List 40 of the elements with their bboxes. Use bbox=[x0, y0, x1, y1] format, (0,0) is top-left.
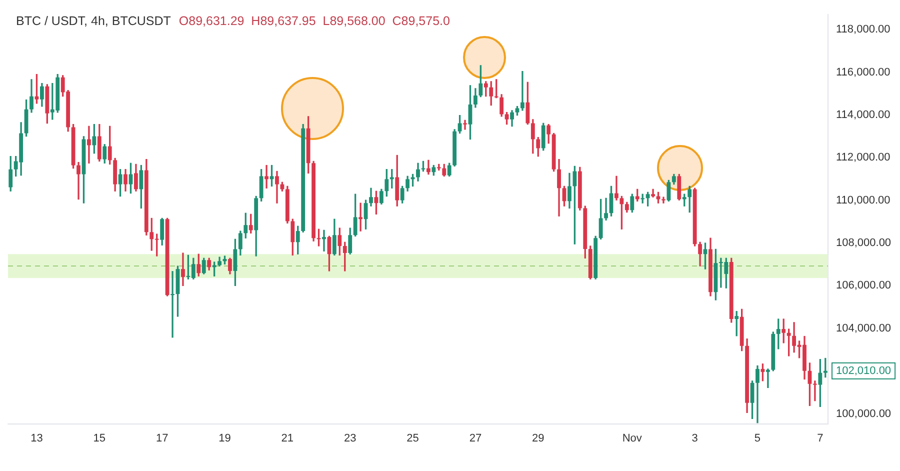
x-tick-label: 3 bbox=[692, 432, 698, 444]
candlestick bbox=[86, 126, 91, 164]
y-tick-label: 118,000.00 bbox=[836, 24, 890, 36]
y-tick-label: 104,000.00 bbox=[836, 322, 892, 334]
y-tick-label: 114,000.00 bbox=[836, 108, 890, 121]
candlestick bbox=[181, 252, 185, 286]
candlestick bbox=[76, 162, 80, 200]
candlestick bbox=[614, 176, 618, 200]
candlestick bbox=[520, 71, 524, 111]
y-tick-label: 106,000.00 bbox=[836, 280, 892, 292]
candlestick bbox=[662, 196, 666, 204]
text: 102,010.00 bbox=[836, 364, 892, 377]
x-tick-label: 7 bbox=[817, 432, 824, 444]
x-tick-label: 5 bbox=[754, 432, 761, 444]
x-tick-label: 27 bbox=[469, 432, 482, 444]
candlestick bbox=[756, 365, 760, 424]
y-tick-label: 100,000.00 bbox=[836, 408, 892, 420]
y-tick-label: 112,000.00 bbox=[836, 152, 890, 164]
candlestick bbox=[463, 120, 467, 130]
chart-title: BTC / USDT, 4h, BTCUSDT bbox=[16, 14, 171, 28]
candlestick bbox=[358, 202, 363, 232]
x-tick-label: 15 bbox=[93, 432, 106, 444]
candlestick bbox=[322, 230, 326, 252]
candlestick bbox=[426, 160, 430, 175]
x-tick-label: 19 bbox=[218, 432, 231, 444]
candlestick bbox=[170, 271, 174, 338]
candlestick bbox=[264, 164, 268, 188]
x-tick-label: 13 bbox=[30, 432, 43, 444]
y-tick-label: 108,000.00 bbox=[836, 237, 892, 250]
x-tick-label: 17 bbox=[156, 432, 168, 444]
x-tick-label: Nov bbox=[622, 432, 642, 444]
y-tick-label: 116,000.00 bbox=[836, 66, 890, 78]
chart-subtitle: O89,631.29 H89,637.95 L89,568.00 C89,575.0 bbox=[178, 14, 450, 28]
x-tick-label: 29 bbox=[532, 432, 544, 444]
y-tick-label: 110,000.00 bbox=[836, 194, 890, 206]
x-tick-label: 25 bbox=[406, 432, 419, 444]
x-tick-label: 23 bbox=[344, 432, 356, 444]
candlestick bbox=[604, 198, 608, 220]
candlestick bbox=[766, 368, 770, 388]
x-tick-label: 21 bbox=[281, 432, 294, 444]
